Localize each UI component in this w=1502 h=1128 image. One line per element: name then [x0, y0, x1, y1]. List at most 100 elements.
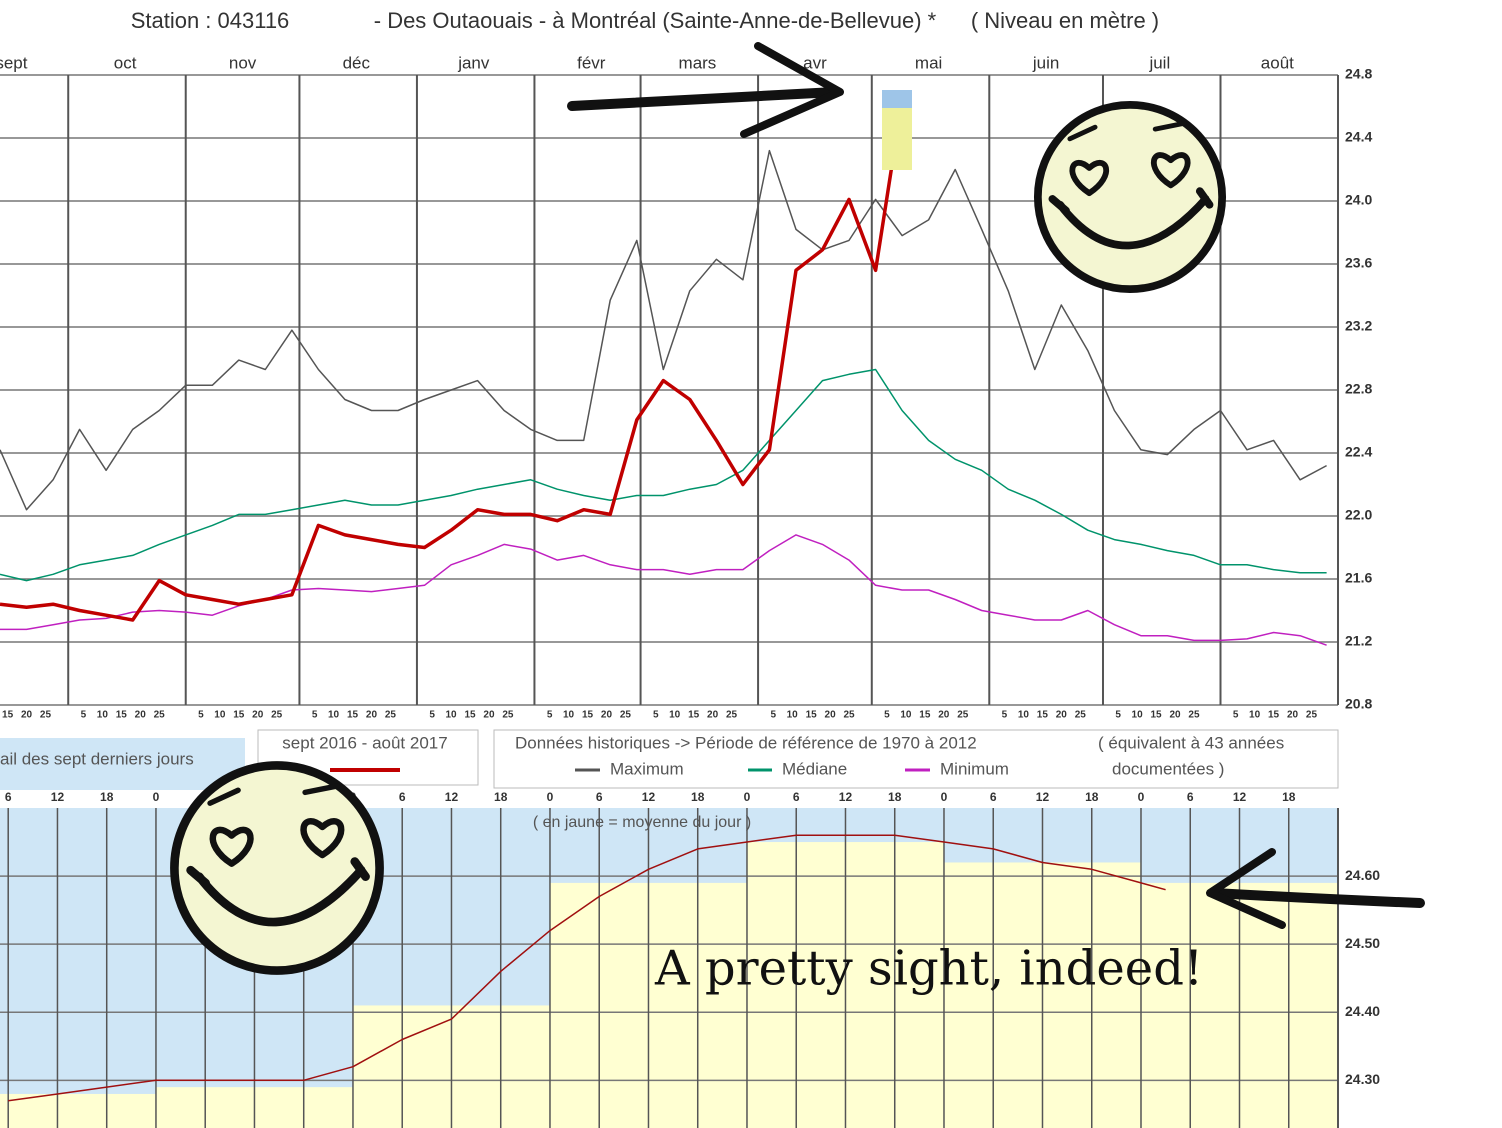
- smiley: [174, 765, 379, 970]
- day-tick-label: 20: [707, 710, 719, 721]
- day-tick-label: 10: [1249, 710, 1261, 721]
- series-line: [0, 149, 1327, 511]
- x-tick-label: 18: [1282, 790, 1296, 804]
- x-tick-label: mars: [679, 53, 717, 72]
- x-tick-label: 18: [100, 790, 114, 804]
- x-tick-label: sept: [0, 53, 28, 72]
- day-tick-label: 10: [214, 710, 226, 721]
- y-tick-label: 24.60: [1345, 867, 1380, 883]
- y-tick-label: 23.2: [1345, 318, 1372, 334]
- bottom-title: ail des sept derniers jours: [0, 749, 194, 768]
- y-tick-label: 24.50: [1345, 935, 1380, 951]
- x-tick-label: 12: [1036, 790, 1050, 804]
- legend-box: [493, 729, 1339, 789]
- series-group: [0, 99, 1327, 646]
- legend: sept 2016 - août 2017 Maximum Médiane Minim…: [282, 733, 1009, 778]
- x-tick-label: 12: [51, 790, 65, 804]
- day-tick-label: 5: [770, 710, 776, 721]
- x-tick-label: 0: [744, 790, 751, 804]
- day-tick-label: 15: [919, 710, 931, 721]
- day-tick-label: 15: [116, 710, 128, 721]
- y-tick-label: 24.40: [1345, 1003, 1380, 1019]
- day-tick-label: 20: [1056, 710, 1068, 721]
- x-tick-label: 6: [793, 790, 800, 804]
- arrow: [1209, 888, 1425, 908]
- day-tick-label: 25: [1188, 710, 1200, 721]
- day-tick-label: 25: [154, 710, 166, 721]
- legend-box: [0, 738, 245, 790]
- day-tick-label: 10: [97, 710, 109, 721]
- day-tick-label: 15: [582, 710, 594, 721]
- day-tick-label: 5: [884, 710, 890, 721]
- y-tick-label: 20.8: [1345, 696, 1372, 712]
- x-tick-label: 12: [642, 790, 656, 804]
- x-tick-label: 6: [596, 790, 603, 804]
- day-tick-label: 10: [563, 710, 575, 721]
- day-tick-label: 5: [547, 710, 553, 721]
- x-tick-label: juin: [1032, 53, 1059, 72]
- x-tick-label: févr: [577, 53, 606, 72]
- note: ( en jaune = moyenne du jour ): [533, 814, 751, 831]
- y-tick-label: 24.4: [1345, 129, 1372, 145]
- day-tick-label: 5: [1233, 710, 1239, 721]
- x-tick-label: 0: [547, 790, 554, 804]
- day-tick-label: 15: [1037, 710, 1049, 721]
- highlight: [882, 108, 912, 170]
- day-tick-label: 25: [843, 710, 855, 721]
- day-tick-label: 5: [653, 710, 659, 721]
- y-tick-label: 23.6: [1345, 255, 1372, 271]
- legend-note: documentées ): [1112, 759, 1224, 778]
- x-tick-label: 18: [888, 790, 902, 804]
- series-line: [0, 368, 1327, 582]
- day-tick-label: 10: [787, 710, 799, 721]
- x-tick-label: 0: [941, 790, 948, 804]
- x-tick-label: 18: [691, 790, 705, 804]
- legend-label: Médiane: [782, 759, 847, 778]
- day-tick-label: 10: [445, 710, 457, 721]
- day-tick-label: 25: [1075, 710, 1087, 721]
- day-tick-label: 20: [483, 710, 495, 721]
- day-tick-label: 15: [806, 710, 818, 721]
- day-tick-label: 15: [347, 710, 359, 721]
- day-tick-label: 25: [40, 710, 52, 721]
- x-tick-label: juil: [1148, 53, 1170, 72]
- x-tick-label: 6: [990, 790, 997, 804]
- day-tick-label: 10: [1018, 710, 1030, 721]
- caption: A pretty sight, indeed!: [654, 941, 1203, 997]
- legend-label: Minimum: [940, 759, 1009, 778]
- x-tick-label: mai: [915, 53, 942, 72]
- x-tick-label: 0: [153, 790, 160, 804]
- chart-title: - Des Outaouais - à Montréal (Sainte-Ann…: [374, 8, 937, 33]
- y-tick-label: 24.0: [1345, 192, 1372, 208]
- y-tick-label: 21.6: [1345, 570, 1372, 586]
- x-tick-label: 12: [839, 790, 853, 804]
- day-tick-label: 20: [1287, 710, 1299, 721]
- x-tick-label: 6: [1187, 790, 1194, 804]
- y-tick-label: 22.4: [1345, 444, 1372, 460]
- arrow: [740, 42, 844, 138]
- y-tick-label: 21.2: [1345, 633, 1372, 649]
- day-tick-label: 25: [957, 710, 969, 721]
- day-tick-label: 10: [669, 710, 681, 721]
- x-tick-label: 18: [1085, 790, 1099, 804]
- day-tick-label: 20: [601, 710, 613, 721]
- day-tick-label: 10: [900, 710, 912, 721]
- day-tick-label: 20: [21, 710, 33, 721]
- x-tick-label: 12: [445, 790, 459, 804]
- day-tick-label: 25: [271, 710, 283, 721]
- day-tick-label: 15: [688, 710, 700, 721]
- x-tick-label: 12: [1233, 790, 1247, 804]
- day-tick-label: 5: [1115, 710, 1121, 721]
- unit: ( Niveau en mètre ): [971, 8, 1159, 33]
- x-tick-label: 18: [494, 790, 508, 804]
- station: Station : 043116: [131, 8, 290, 33]
- arrow: [1206, 848, 1286, 929]
- x-tick-label: août: [1261, 53, 1294, 72]
- day-tick-label: 5: [81, 710, 87, 721]
- day-tick-label: 25: [1306, 710, 1318, 721]
- day-tick-label: 25: [620, 710, 632, 721]
- day-tick-label: 20: [252, 710, 264, 721]
- day-tick-label: 20: [1169, 710, 1181, 721]
- day-tick-label: 5: [1002, 710, 1008, 721]
